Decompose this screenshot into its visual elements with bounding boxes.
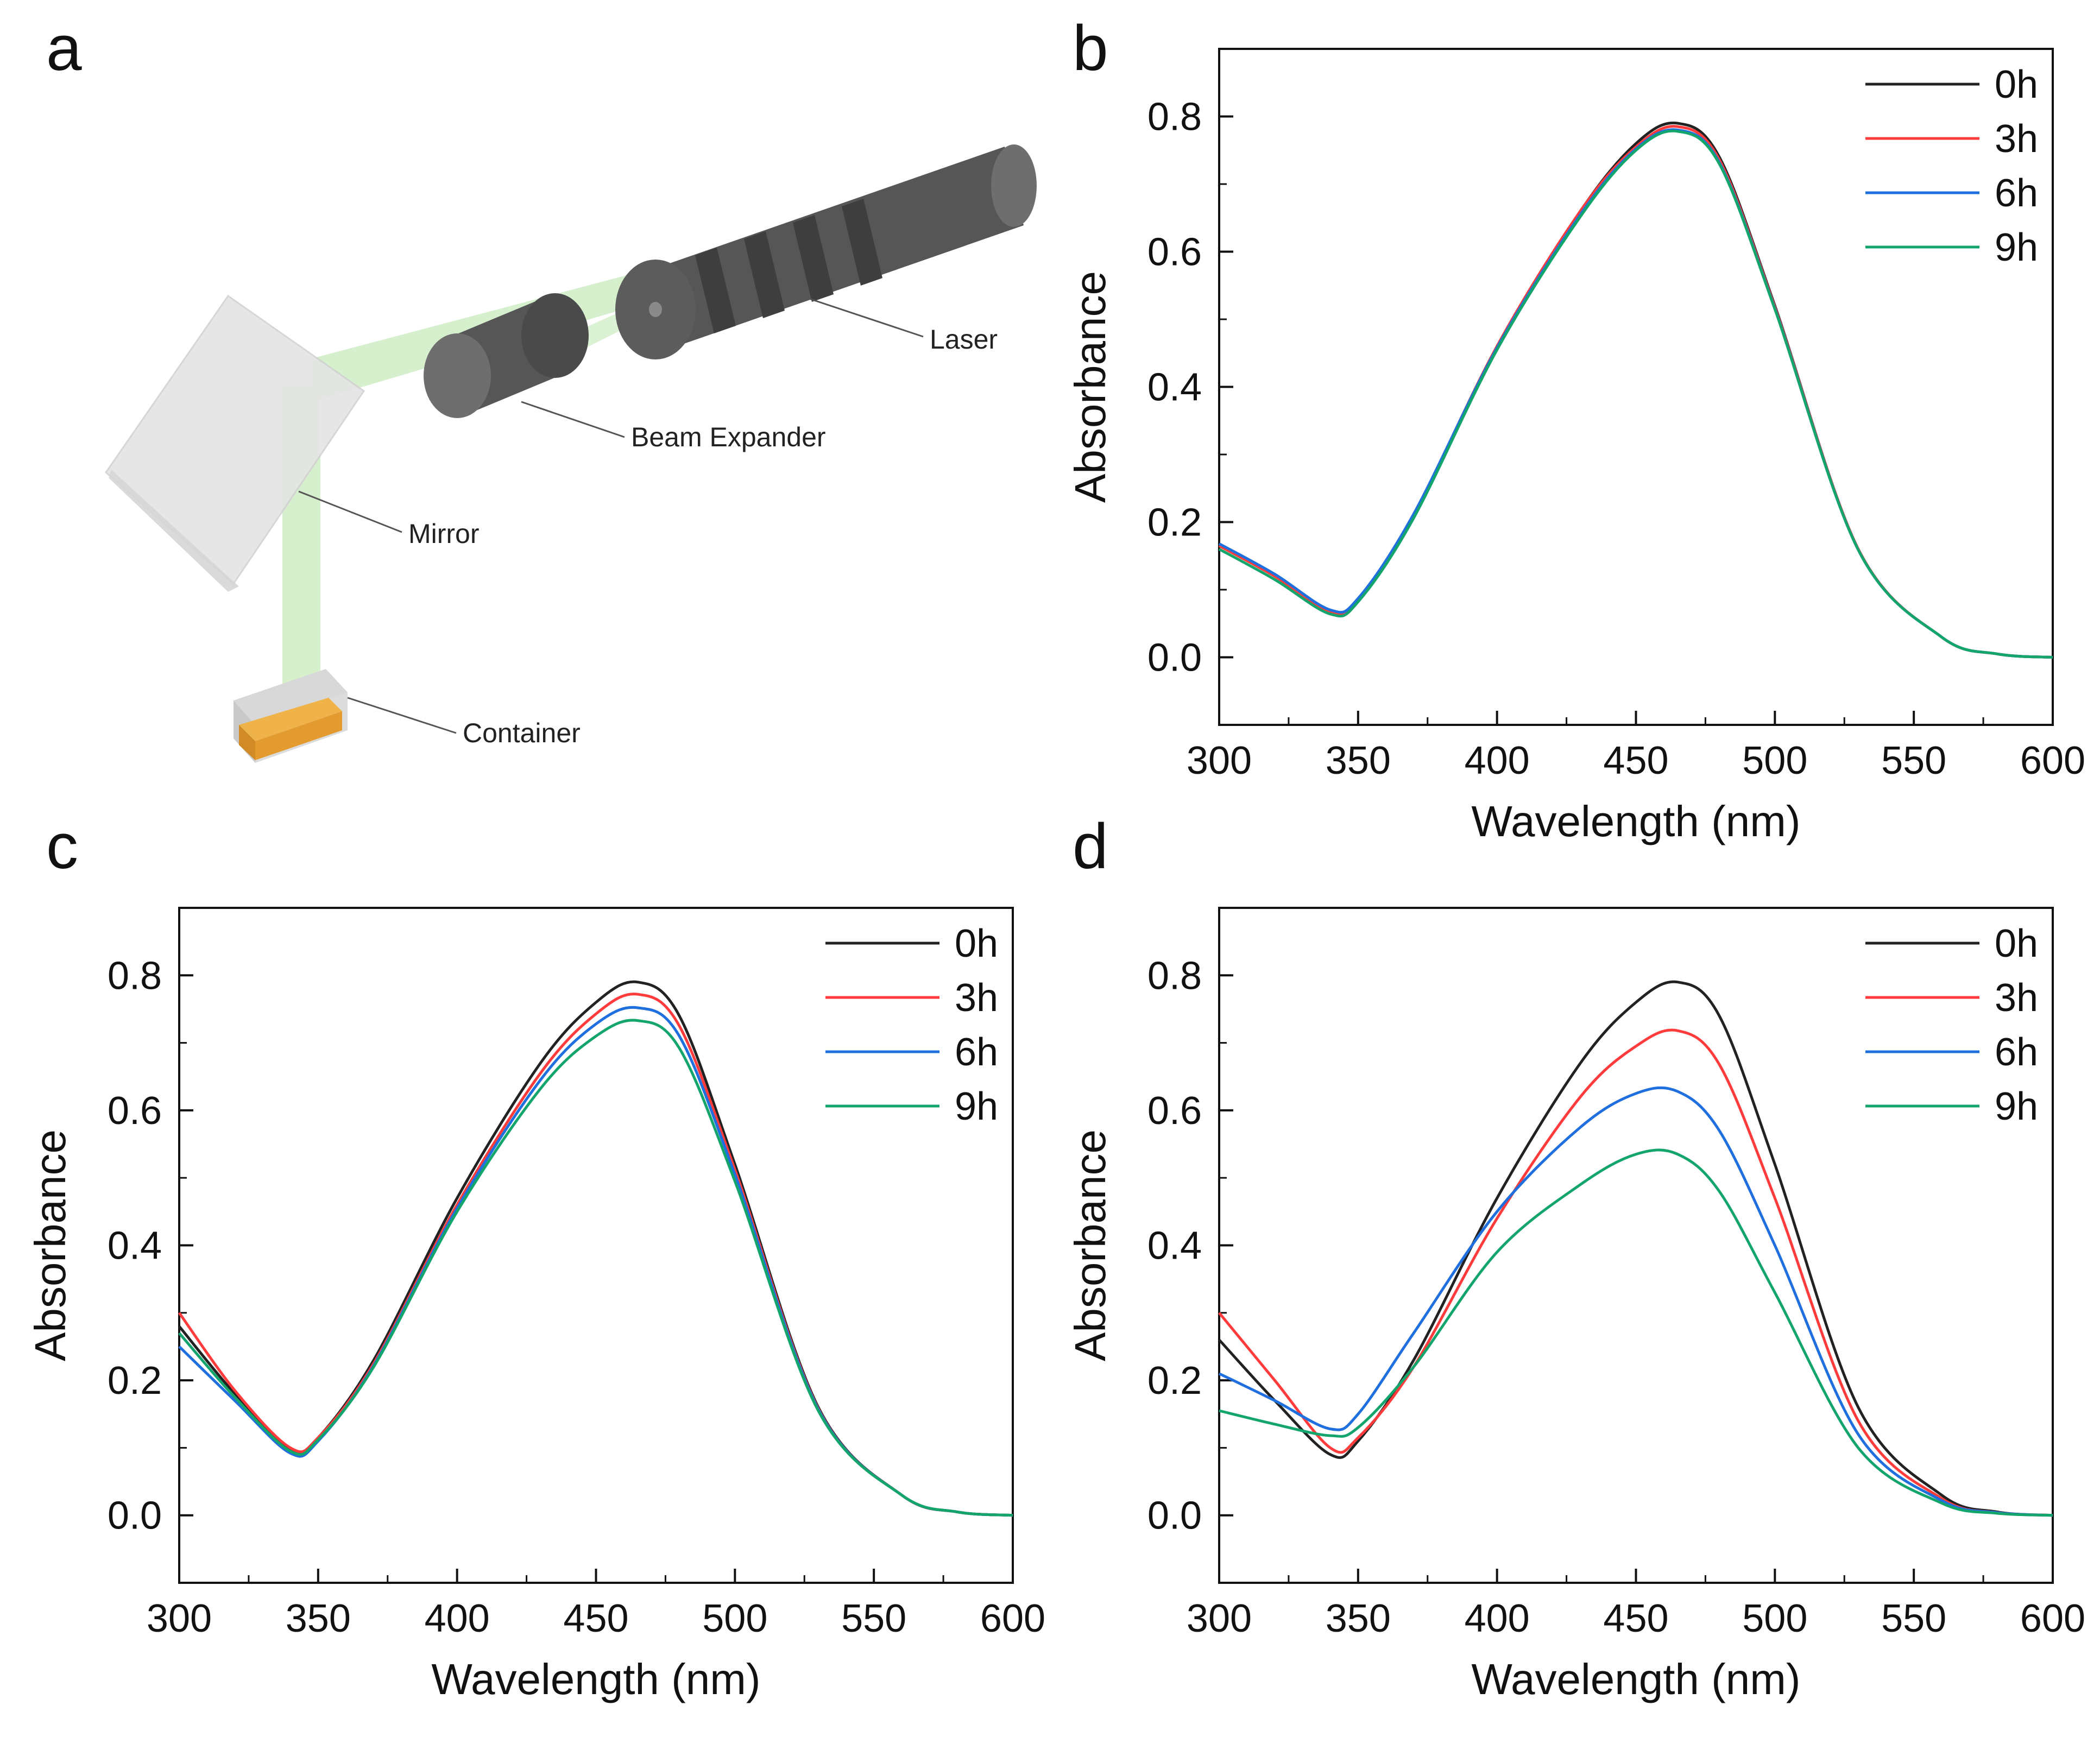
x-tick-label: 400 xyxy=(1465,1597,1530,1640)
x-tick-label: 450 xyxy=(1603,739,1668,782)
beam-expander-body xyxy=(424,293,589,418)
y-tick-label: 0.6 xyxy=(1147,1089,1202,1133)
laser-body xyxy=(615,144,1037,359)
y-tick-label: 0.6 xyxy=(108,1089,162,1133)
x-tick-label: 400 xyxy=(425,1597,490,1640)
laser-leader-line xyxy=(809,298,924,338)
x-tick-label: 350 xyxy=(286,1597,351,1640)
x-tick-label: 300 xyxy=(147,1597,212,1640)
x-tick-label: 600 xyxy=(2020,739,2085,782)
x-tick-label: 600 xyxy=(980,1597,1045,1640)
x-tick-label: 350 xyxy=(1326,739,1391,782)
legend-label-3h: 3h xyxy=(955,976,998,1020)
legend-label-9h: 9h xyxy=(1995,1085,2038,1128)
series-line-9h xyxy=(1219,1148,2053,1517)
x-tick-label: 300 xyxy=(1187,1597,1252,1640)
series-line-0h xyxy=(1218,980,2053,1517)
y-tick-label: 0.4 xyxy=(108,1224,162,1268)
x-tick-label: 500 xyxy=(1742,739,1807,782)
container-box xyxy=(234,669,348,763)
y-tick-label: 0.2 xyxy=(1147,1359,1202,1403)
y-tick-label: 0.0 xyxy=(1147,1494,1202,1538)
x-tick-label: 500 xyxy=(1742,1597,1807,1640)
panel-label-a: a xyxy=(46,12,82,84)
x-axis-title: Wavelength (nm) xyxy=(431,1655,760,1703)
x-tick-label: 450 xyxy=(1603,1597,1668,1640)
x-tick-label: 550 xyxy=(1881,1597,1946,1640)
container-leader-line xyxy=(347,697,457,734)
series-line-9h xyxy=(1218,129,2053,659)
series-line-6h xyxy=(1218,1086,2053,1517)
expander-leader-line xyxy=(521,401,625,438)
x-tick-label: 450 xyxy=(563,1597,628,1640)
y-tick-label: 0.4 xyxy=(1147,366,1202,409)
legend-label-9h: 9h xyxy=(955,1085,998,1128)
y-axis-title: Absorbance xyxy=(1066,1129,1114,1361)
laser-label: Laser xyxy=(930,324,998,355)
container-label: Container xyxy=(463,718,581,748)
legend-label-6h: 6h xyxy=(1995,172,2038,215)
plot-frame xyxy=(1218,907,2054,1584)
y-tick-label: 0.6 xyxy=(1147,231,1202,274)
mirror-leader-line xyxy=(298,490,402,533)
x-tick-label: 600 xyxy=(2020,1597,2085,1640)
y-tick-label: 0.8 xyxy=(108,954,162,997)
x-axis-title: Wavelength (nm) xyxy=(1471,797,1800,845)
x-tick-label: 500 xyxy=(702,1597,767,1640)
y-tick-label: 0.0 xyxy=(108,1494,162,1538)
panel-label-d: d xyxy=(1073,811,1108,882)
mirror-label: Mirror xyxy=(408,519,480,549)
legend-label-6h: 6h xyxy=(955,1031,998,1074)
series-line-9h xyxy=(178,1019,1013,1517)
legend-label-0h: 0h xyxy=(1995,63,2038,106)
y-axis-title: Absorbance xyxy=(26,1129,74,1361)
x-tick-label: 550 xyxy=(1881,739,1946,782)
x-axis-title: Wavelength (nm) xyxy=(1471,1655,1800,1703)
y-axis-title: Absorbance xyxy=(1066,271,1114,503)
legend-label-3h: 3h xyxy=(1995,117,2038,161)
legend-label-3h: 3h xyxy=(1995,976,2038,1020)
legend-label-6h: 6h xyxy=(1995,1031,2038,1074)
y-tick-label: 0.2 xyxy=(1147,501,1202,545)
x-tick-label: 350 xyxy=(1326,1597,1391,1640)
legend-label-9h: 9h xyxy=(1995,226,2038,269)
x-tick-label: 550 xyxy=(841,1597,906,1640)
series-line-3h xyxy=(1218,1028,2053,1517)
beam-expander-label: Beam Expander xyxy=(631,422,826,452)
y-tick-label: 0.8 xyxy=(1147,954,1202,997)
y-tick-label: 0.2 xyxy=(108,1359,162,1403)
panel-label-c: c xyxy=(46,811,78,882)
legend-label-0h: 0h xyxy=(955,922,998,965)
legend-label-0h: 0h xyxy=(1995,922,2038,965)
y-tick-label: 0.8 xyxy=(1147,96,1202,139)
y-tick-label: 0.4 xyxy=(1147,1224,1202,1268)
mirror-edge xyxy=(109,470,239,592)
y-tick-label: 0.0 xyxy=(1147,636,1202,680)
panel-label-b: b xyxy=(1073,12,1108,84)
x-tick-label: 300 xyxy=(1187,739,1252,782)
x-tick-label: 400 xyxy=(1465,739,1530,782)
